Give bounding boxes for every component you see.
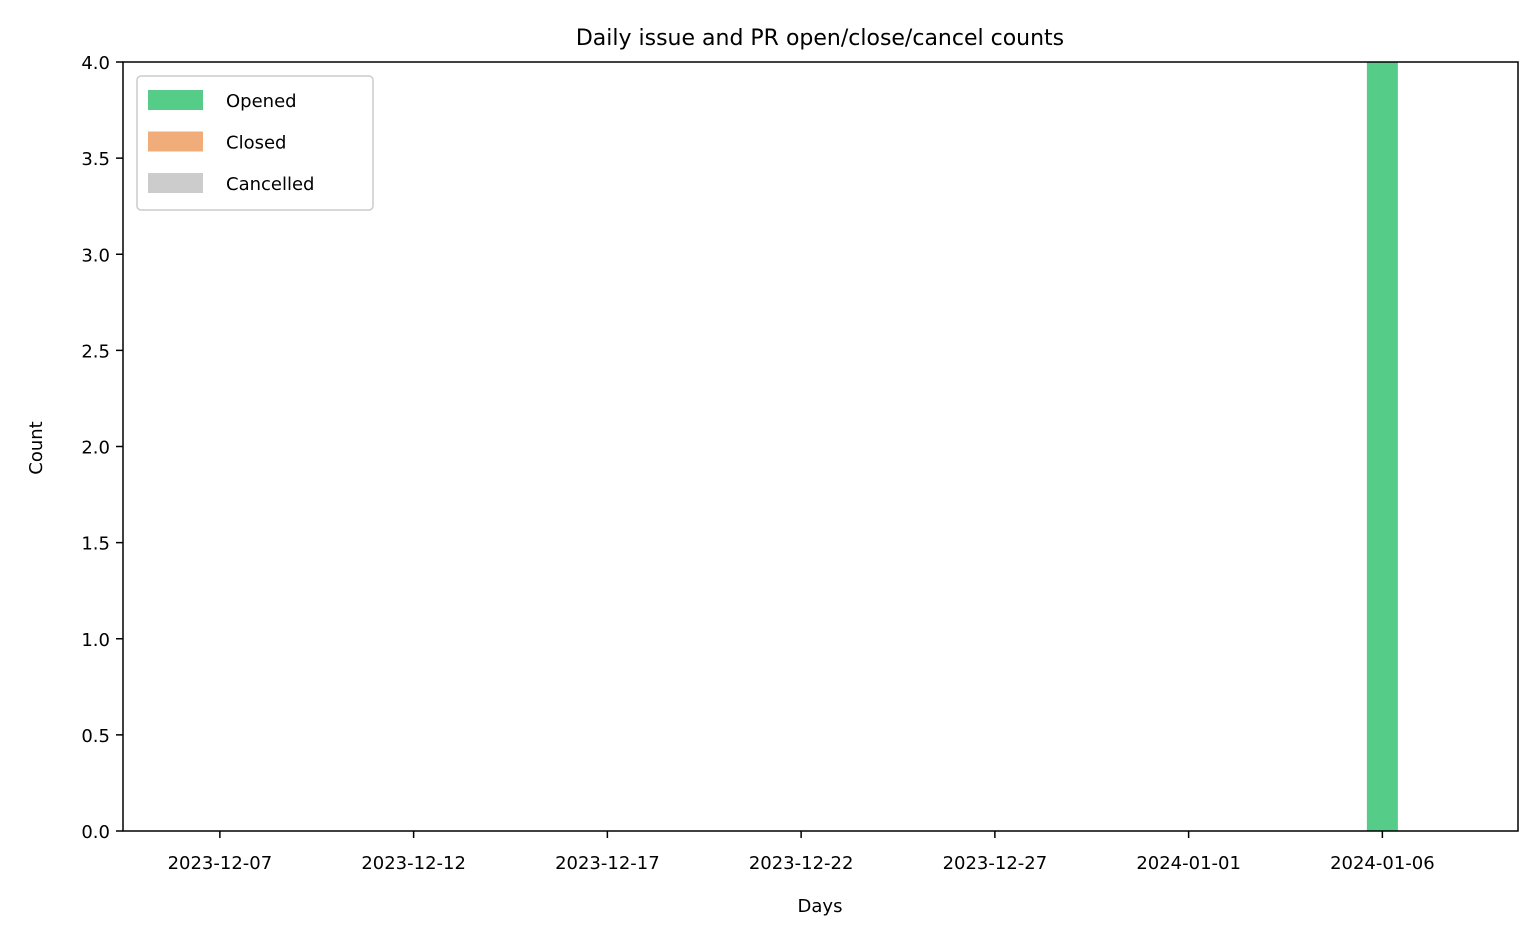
plot-frame xyxy=(122,61,1519,832)
bar-opened-2024-01-06 xyxy=(1366,62,1398,831)
legend-swatch-cancelled xyxy=(148,173,203,193)
legend-label-opened: Opened xyxy=(226,91,297,112)
y-tick-label: 2.5 xyxy=(81,341,110,362)
y-tick-label: 0.5 xyxy=(81,726,110,747)
x-axis-label: Days xyxy=(798,896,843,917)
x-tick-label: 2023-12-12 xyxy=(361,853,466,874)
legend-label-closed: Closed xyxy=(226,133,286,154)
legend-label-cancelled: Cancelled xyxy=(226,174,314,195)
y-tick-label: 0.0 xyxy=(81,822,110,843)
legend: Opened Closed Cancelled xyxy=(136,75,374,211)
y-tick-label: 1.5 xyxy=(81,534,110,555)
y-tick-label: 2.0 xyxy=(81,438,110,459)
y-tick-label: 4.0 xyxy=(81,53,110,74)
y-axis-label: Count xyxy=(26,421,47,474)
x-tick-label: 2023-12-22 xyxy=(749,853,854,874)
legend-swatch-opened xyxy=(148,90,203,110)
x-tick-label: 2023-12-17 xyxy=(555,853,660,874)
x-tick-label: 2023-12-27 xyxy=(943,853,1048,874)
chart-title: Daily issue and PR open/close/cancel cou… xyxy=(576,26,1064,51)
x-tick-label: 2024-01-06 xyxy=(1330,853,1435,874)
y-tick-label: 3.5 xyxy=(81,149,110,170)
bars xyxy=(1366,62,1398,831)
x-tick-label: 2023-12-07 xyxy=(168,853,273,874)
y-tick-label: 3.0 xyxy=(81,245,110,266)
legend-swatch-closed xyxy=(148,131,203,152)
y-tick-label: 1.0 xyxy=(81,630,110,651)
x-tick-label: 2024-01-01 xyxy=(1136,853,1241,874)
x-axis: 2023-12-07 2023-12-12 2023-12-17 2023-12-22… xyxy=(168,831,1435,874)
y-axis: 0.0 0.5 1.0 1.5 2.0 2.5 3.0 3.5 4.0 xyxy=(81,53,123,843)
